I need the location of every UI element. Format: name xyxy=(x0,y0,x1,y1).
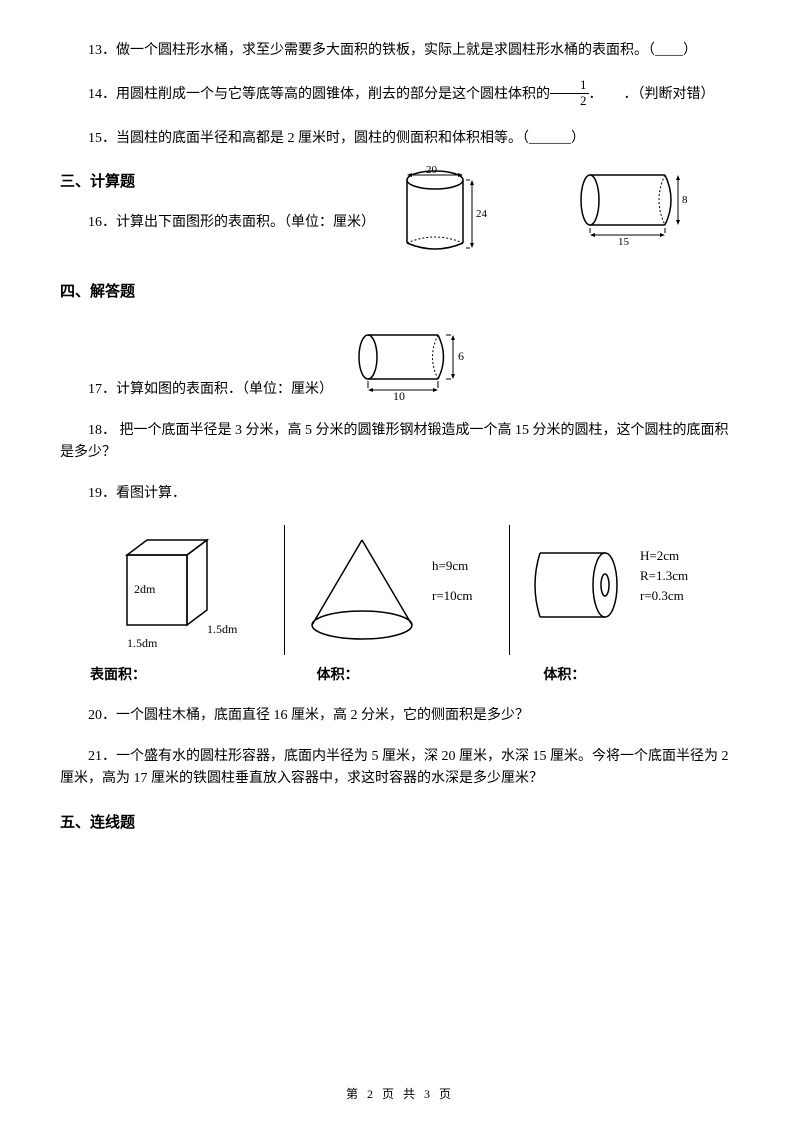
svg-text:r=0.3cm: r=0.3cm xyxy=(640,588,684,603)
svg-text:H=2cm: H=2cm xyxy=(640,548,679,563)
question-20: 20．一个圆柱木桶，底面直径 16 厘米，高 2 分米，它的侧面积是多少？ xyxy=(60,705,740,727)
q-num: 15 xyxy=(88,131,102,146)
cone-icon: h=9cm r=10cm xyxy=(297,525,497,655)
svg-text:15: 15 xyxy=(618,236,630,248)
q-text: ．计算出下面图形的表面积。（单位：厘米） xyxy=(102,215,375,230)
q19-cuboid-cell: 2dm 1.5dm 1.5dm xyxy=(60,525,285,655)
q19-labels: 表面积： 体积： 体积： xyxy=(60,665,740,687)
tube-icon: H=2cm R=1.3cm r=0.3cm xyxy=(520,525,730,655)
q19-label-2: 体积： xyxy=(287,665,514,687)
question-14: 14．用圆柱削成一个与它等底等高的圆锥体，削去的部分是这个圆柱体积的12． ．（… xyxy=(60,80,740,110)
q-text: ．一个盛有水的圆柱形容器，底面内半径为 5 厘米，深 20 厘米，水深 15 厘… xyxy=(60,749,729,786)
svg-text:20: 20 xyxy=(426,165,438,176)
cuboid-icon: 2dm 1.5dm 1.5dm xyxy=(92,525,252,655)
q19-label-3: 体积： xyxy=(513,665,740,687)
q19-label-1: 表面积： xyxy=(60,665,287,687)
cylinder-horizontal-icon: 8 15 xyxy=(570,165,700,250)
svg-text:24: 24 xyxy=(476,208,488,220)
fraction: 12 xyxy=(550,78,589,108)
q-num: 16 xyxy=(88,215,102,230)
svg-text:R=1.3cm: R=1.3cm xyxy=(640,568,688,583)
question-18: 18． 把一个底面半径是 3 分米，高 5 分米的圆锥形钢材锻造成一个高 15 … xyxy=(60,420,740,465)
svg-text:r=10cm: r=10cm xyxy=(432,588,473,603)
q-num: 21 xyxy=(88,749,102,764)
question-16: 16．计算出下面图形的表面积。（单位：厘米） xyxy=(60,212,375,234)
q-num: 14 xyxy=(88,87,102,102)
svg-text:1.5dm: 1.5dm xyxy=(127,636,158,650)
question-13: 13．做一个圆柱形水桶，求至少需要多大面积的铁板，实际上就是求圆柱形水桶的表面积… xyxy=(60,40,740,62)
q-text-a: ．用圆柱削成一个与它等底等高的圆锥体，削去的部分是这个圆柱体积的 xyxy=(102,87,550,102)
svg-text:6: 6 xyxy=(458,349,464,363)
q-num: 19 xyxy=(88,486,102,501)
q19-cone-cell: h=9cm r=10cm xyxy=(285,525,510,655)
svg-text:10: 10 xyxy=(393,389,405,402)
svg-text:h=9cm: h=9cm xyxy=(432,558,468,573)
q-text: ．当圆柱的底面半径和高都是 2 厘米时，圆柱的侧面积和体积相等。（______） xyxy=(102,131,585,146)
cylinder-q17-icon: 6 10 xyxy=(343,322,483,402)
svg-text:2dm: 2dm xyxy=(134,582,156,596)
question-15: 15．当圆柱的底面半径和高都是 2 厘米时，圆柱的侧面积和体积相等。（_____… xyxy=(60,128,740,150)
question-17-wrap: 17．计算如图的表面积．（单位：厘米） 6 10 xyxy=(60,322,740,402)
q-num: 18 xyxy=(88,423,102,438)
q-text: ．计算如图的表面积．（单位：厘米） xyxy=(102,382,333,397)
q-num: 13 xyxy=(88,43,102,58)
question-21: 21．一个盛有水的圆柱形容器，底面内半径为 5 厘米，深 20 厘米，水深 15… xyxy=(60,746,740,791)
section-4-header: 四、解答题 xyxy=(60,280,740,304)
q-num: 17 xyxy=(88,382,102,397)
svg-text:1.5dm: 1.5dm xyxy=(207,622,238,636)
section-5-header: 五、连线题 xyxy=(60,811,740,835)
cylinder-vertical-icon: 20 24 xyxy=(390,165,490,260)
q-text: ．看图计算． xyxy=(102,486,186,501)
q-num: 20 xyxy=(88,708,102,723)
q-text: ．做一个圆柱形水桶，求至少需要多大面积的铁板，实际上就是求圆柱形水桶的表面积。（… xyxy=(102,43,697,58)
q-text-b: ． ．（判断对错） xyxy=(589,87,715,102)
page-footer: 第 2 页 共 3 页 xyxy=(0,1085,800,1104)
q-text: ． 把一个底面半径是 3 分米，高 5 分米的圆锥形钢材锻造成一个高 15 分米… xyxy=(60,423,729,460)
q19-figures: 2dm 1.5dm 1.5dm h=9cm r=10cm H=2cm R=1.3… xyxy=(60,525,740,655)
svg-text:8: 8 xyxy=(682,194,688,206)
question-19: 19．看图计算． xyxy=(60,483,740,505)
q-text: ．一个圆柱木桶，底面直径 16 厘米，高 2 分米，它的侧面积是多少？ xyxy=(102,708,529,723)
q19-tube-cell: H=2cm R=1.3cm r=0.3cm xyxy=(510,525,740,655)
question-17: 17．计算如图的表面积．（单位：厘米） xyxy=(60,379,333,401)
